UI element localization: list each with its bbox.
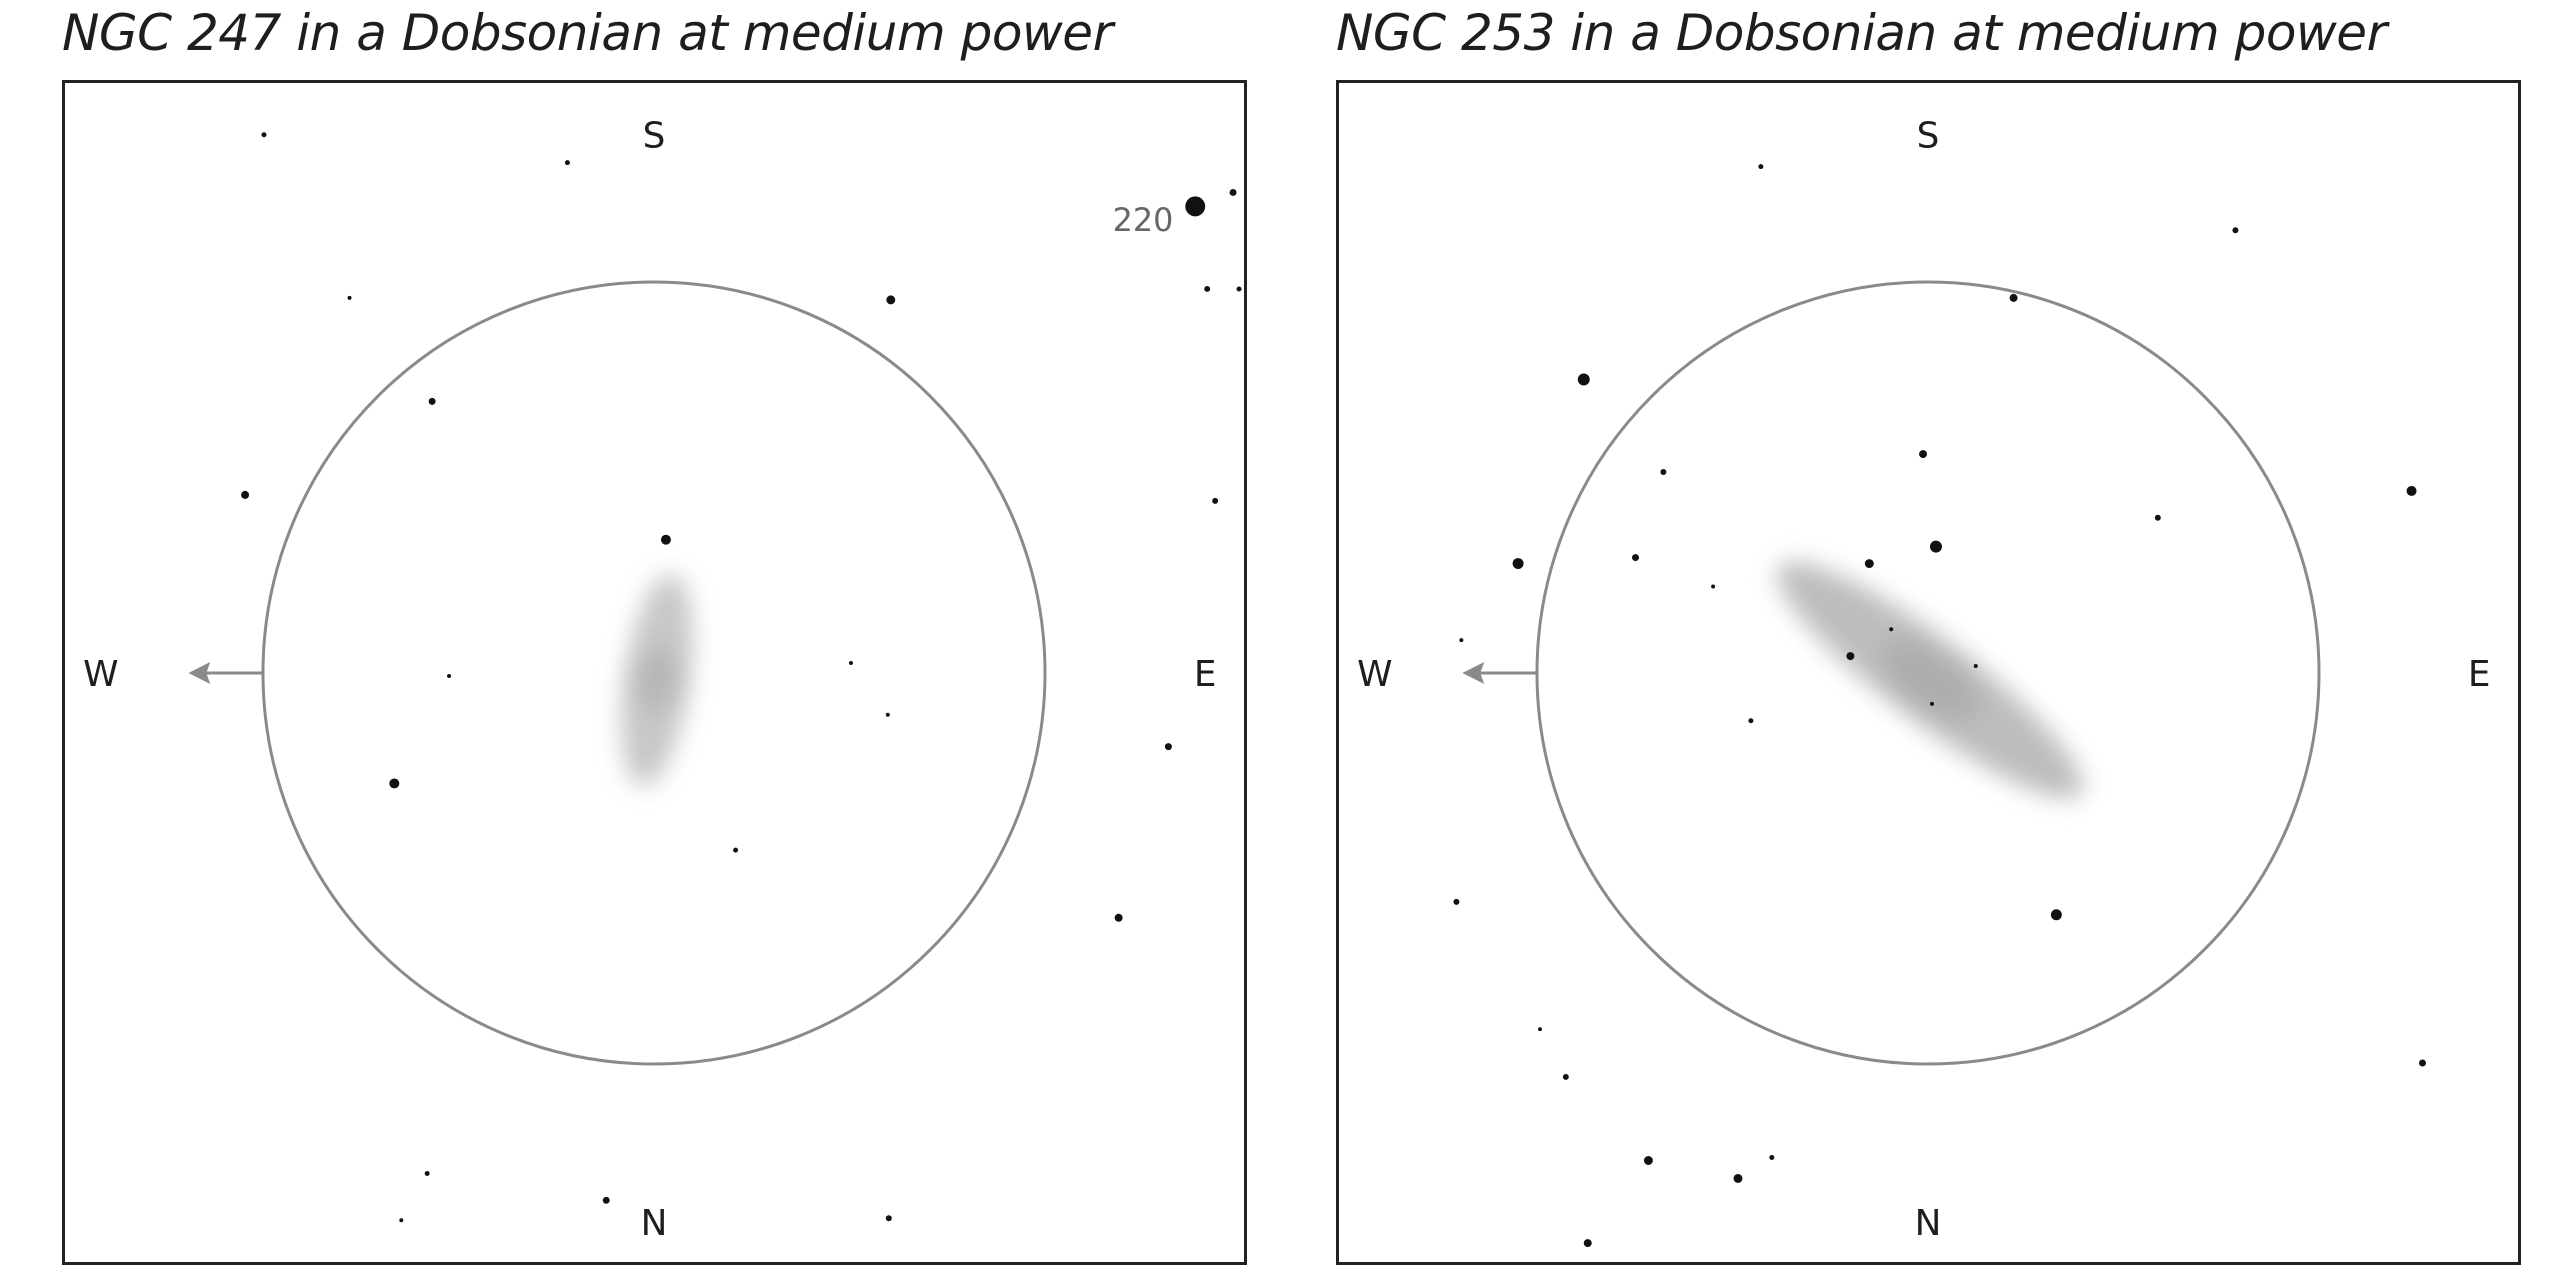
compass-north: N (1915, 1203, 1942, 1244)
star (885, 1215, 892, 1222)
star (1748, 718, 1754, 724)
star (564, 160, 570, 166)
star (1632, 554, 1639, 562)
star (1562, 1073, 1569, 1080)
star (1660, 469, 1667, 476)
galaxy (621, 573, 693, 787)
star (1583, 1239, 1592, 1248)
star-magnitude-label: 220 (1113, 201, 1174, 239)
star (1114, 913, 1123, 922)
star (2232, 227, 2239, 234)
star (1733, 1173, 1743, 1183)
star (1537, 1027, 1542, 1032)
star (2154, 514, 2161, 521)
west-arrow-icon (1462, 662, 1537, 684)
star (1711, 584, 1716, 589)
galaxy (1776, 561, 2084, 799)
star-field: S N W E 220 (83, 116, 1242, 1244)
star (1236, 286, 1242, 292)
star (1929, 540, 1942, 553)
labeled-star (1185, 196, 1206, 217)
star (399, 1218, 404, 1223)
star (1919, 450, 1928, 459)
star (1846, 652, 1855, 661)
star (347, 295, 352, 300)
chart-frame: S N W E 220 (62, 80, 1247, 1265)
star (1212, 497, 1219, 504)
star (2050, 909, 2062, 921)
chart-title: NGC 253 in a Dobsonian at medium power (1336, 4, 2387, 62)
star (1758, 164, 1764, 170)
star (1864, 559, 1874, 569)
star (1229, 188, 1237, 196)
star (2419, 1059, 2426, 1067)
star (849, 661, 853, 666)
star (241, 490, 250, 499)
star (602, 1196, 610, 1204)
star (1512, 558, 1524, 570)
compass-east: E (2468, 654, 2491, 695)
star (424, 1170, 430, 1176)
star (2009, 293, 2018, 302)
star (1889, 627, 1894, 632)
star (733, 847, 739, 853)
compass-south: S (1917, 116, 1940, 157)
chart-frame: S N W E (1336, 80, 2521, 1265)
compass-west: W (1357, 654, 1392, 695)
star (1643, 1156, 1653, 1165)
star (1453, 898, 1460, 905)
star (660, 534, 671, 545)
compass-west: W (83, 654, 118, 695)
compass-east: E (1194, 654, 1217, 695)
star (1459, 638, 1464, 643)
west-arrow-icon (188, 662, 263, 684)
star (389, 778, 400, 789)
star (1577, 373, 1590, 386)
finder-chart-ngc-253: NGC 253 in a Dobsonian at medium power S… (1336, 0, 2536, 1272)
chart-title: NGC 247 in a Dobsonian at medium power (62, 4, 1113, 62)
compass-south: S (643, 116, 666, 157)
star (447, 673, 452, 678)
star (428, 397, 436, 405)
eyepiece-field-circle (1535, 280, 2321, 1066)
star (2406, 485, 2417, 496)
star (261, 132, 267, 138)
star (1973, 664, 1978, 669)
star (886, 295, 896, 305)
star (1769, 1155, 1775, 1161)
finder-chart-ngc-247: NGC 247 in a Dobsonian at medium power S… (62, 0, 1262, 1272)
star (1929, 701, 1934, 706)
star (885, 712, 890, 717)
star (1164, 743, 1172, 751)
star (1204, 285, 1211, 292)
compass-north: N (641, 1203, 668, 1244)
star-field: S N W E (1357, 116, 2491, 1248)
